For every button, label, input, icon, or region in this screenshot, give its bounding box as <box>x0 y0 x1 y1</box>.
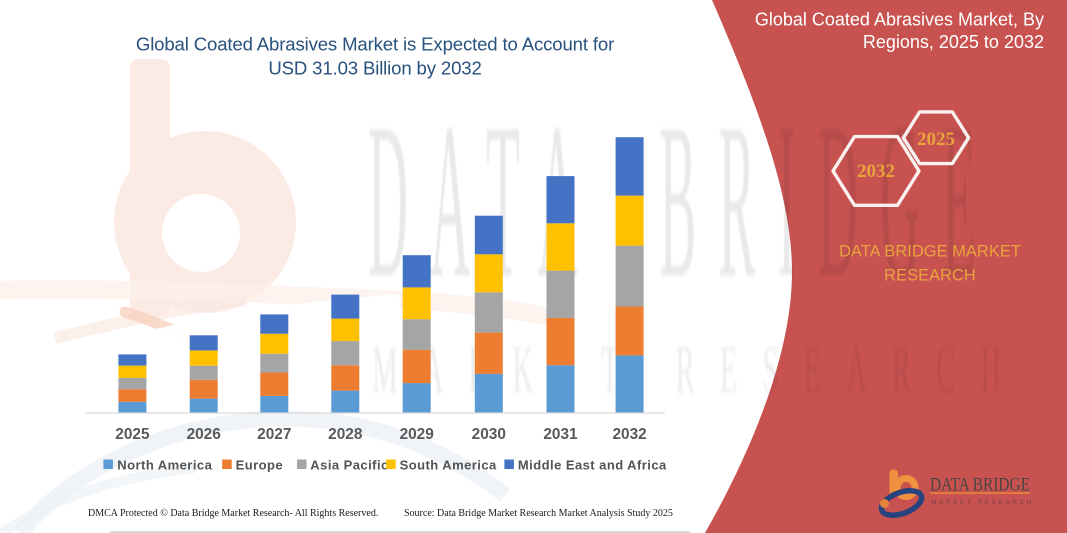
svg-text:2025: 2025 <box>115 426 150 443</box>
svg-text:2027: 2027 <box>257 426 291 443</box>
svg-text:MARKET RESEARCH: MARKET RESEARCH <box>372 333 1026 407</box>
svg-text:2032: 2032 <box>612 426 646 443</box>
svg-text:2030: 2030 <box>472 426 506 443</box>
svg-text:USD 31.03 Billion by 2032: USD 31.03 Billion by 2032 <box>268 58 481 79</box>
svg-text:2025: 2025 <box>917 129 955 150</box>
svg-text:Europe: Europe <box>236 458 283 473</box>
svg-text:2029: 2029 <box>400 426 434 443</box>
svg-text:Source: Data Bridge Market Res: Source: Data Bridge Market Research Mark… <box>404 508 673 519</box>
svg-text:2026: 2026 <box>187 426 221 443</box>
svg-text:Global Coated Abrasives Market: Global Coated Abrasives Market is Expect… <box>136 34 614 55</box>
svg-text:2028: 2028 <box>328 426 363 443</box>
svg-text:Middle East and Africa: Middle East and Africa <box>518 458 667 473</box>
svg-text:MARKET RESEARCH: MARKET RESEARCH <box>931 499 1034 506</box>
svg-text:RESEARCH: RESEARCH <box>884 267 976 285</box>
svg-text:2032: 2032 <box>857 161 895 182</box>
svg-text:2031: 2031 <box>543 426 578 443</box>
svg-text:Asia Pacific: Asia Pacific <box>310 458 388 473</box>
svg-text:South America: South America <box>400 458 497 473</box>
svg-text:Regions, 2025 to 2032: Regions, 2025 to 2032 <box>863 32 1044 52</box>
svg-text:DMCA Protected © Data Bridge M: DMCA Protected © Data Bridge Market Rese… <box>88 508 378 519</box>
svg-text:North America: North America <box>117 458 212 473</box>
svg-text:DATA BRIDGE MARKET: DATA BRIDGE MARKET <box>839 243 1021 261</box>
svg-text:Global Coated Abrasives Market: Global Coated Abrasives Market, By <box>755 9 1044 29</box>
svg-text:DATA BRIDGE: DATA BRIDGE <box>930 475 1030 496</box>
svg-text:DATA BRIDGE: DATA BRIDGE <box>368 77 998 323</box>
